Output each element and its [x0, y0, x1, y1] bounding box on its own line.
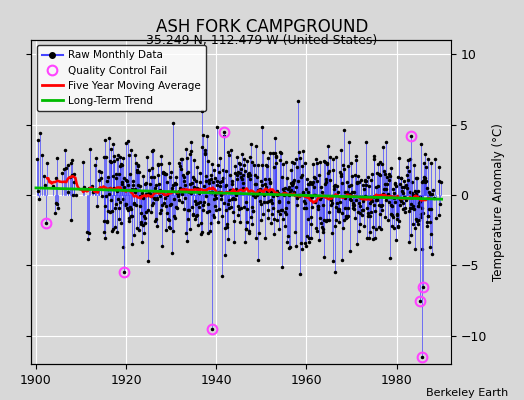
Y-axis label: Temperature Anomaly (°C): Temperature Anomaly (°C)	[492, 123, 505, 281]
Legend: Raw Monthly Data, Quality Control Fail, Five Year Moving Average, Long-Term Tren: Raw Monthly Data, Quality Control Fail, …	[37, 45, 206, 111]
Text: 35.249 N, 112.479 W (United States): 35.249 N, 112.479 W (United States)	[146, 34, 378, 47]
Text: ASH FORK CAMPGROUND: ASH FORK CAMPGROUND	[156, 18, 368, 36]
Text: Berkeley Earth: Berkeley Earth	[426, 388, 508, 398]
